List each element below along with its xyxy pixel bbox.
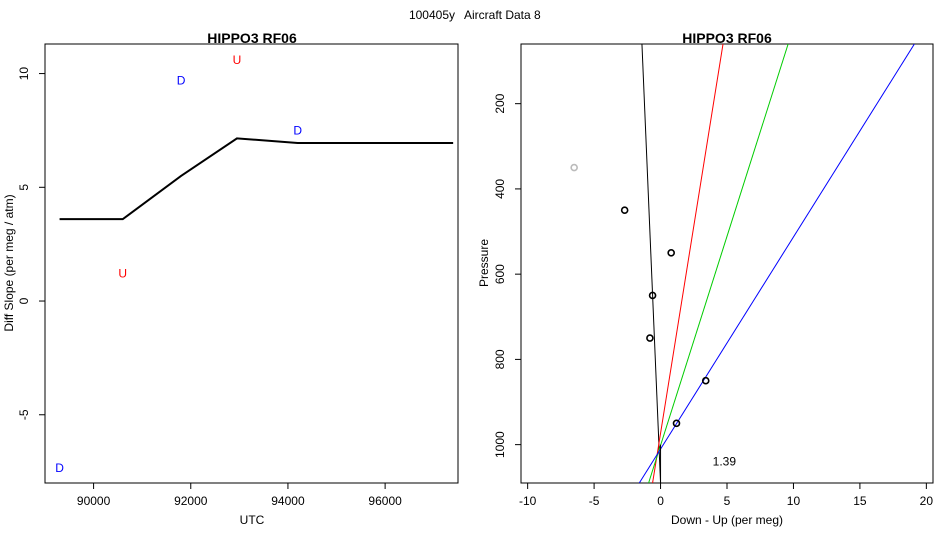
figure-title: 100405y Aircraft Data 8 <box>409 8 541 22</box>
left-y-tick-label: 10 <box>17 67 31 81</box>
right-y-tick-label: 400 <box>493 179 507 199</box>
left-y-tick-label: -5 <box>17 409 31 420</box>
right-fit-line <box>638 44 915 483</box>
right-chart: HIPPO3 RF06 Down - Up (per meg) Pressure… <box>477 30 934 527</box>
right-fit-line <box>648 44 789 483</box>
right-y-tick-label: 200 <box>493 93 507 113</box>
left-x-tick-label: 90000 <box>77 494 111 508</box>
figure-title-code: 100405y <box>409 8 455 22</box>
right-annotation: 1.39 <box>713 455 737 469</box>
right-chart-marks <box>570 44 915 483</box>
left-y-tick-label: 0 <box>17 297 31 304</box>
left-chart-title: HIPPO3 RF06 <box>207 30 297 46</box>
figure-title-text: Aircraft Data 8 <box>464 8 541 22</box>
right-data-point <box>620 206 629 215</box>
left-x-tick-label: 96000 <box>368 494 402 508</box>
right-y-tick-label: 800 <box>493 349 507 369</box>
left-y-axis-label: Diff Slope (per meg / atm) <box>2 194 16 331</box>
left-marker-label: D <box>293 123 302 137</box>
left-y-axis: -5 0 5 10 <box>17 67 45 420</box>
right-x-tick-label: -5 <box>589 494 600 508</box>
left-x-tick-label: 94000 <box>271 494 305 508</box>
right-plot-frame <box>520 43 934 484</box>
left-plot-frame <box>44 43 459 484</box>
right-x-tick-label: 10 <box>787 494 801 508</box>
right-y-tick-label: 600 <box>493 264 507 284</box>
left-marker-label: U <box>118 267 127 281</box>
right-x-tick-label: 5 <box>724 494 731 508</box>
left-chart: HIPPO3 RF06 UTC Diff Slope (per meg / at… <box>2 30 459 527</box>
right-data-point <box>667 249 675 257</box>
right-x-axis-label: Down - Up (per meg) <box>671 513 783 527</box>
right-fit-line <box>641 44 662 483</box>
right-x-tick-label: -10 <box>519 494 537 508</box>
left-chart-marks: U D D U D <box>55 53 454 475</box>
left-marker-label: D <box>55 461 64 475</box>
right-data-point <box>701 376 710 385</box>
left-series-line <box>59 137 454 221</box>
right-data-point <box>646 334 654 342</box>
left-marker-label: D <box>177 73 186 87</box>
right-x-tick-label: 0 <box>657 494 664 508</box>
right-data-point <box>672 419 681 428</box>
right-y-axis-label: Pressure <box>477 239 491 287</box>
right-data-point <box>648 291 657 300</box>
right-fit-lines <box>638 44 915 483</box>
right-fit-line <box>652 44 724 483</box>
right-y-axis: 200 400 600 800 1000 <box>493 93 521 458</box>
right-y-tick-label: 1000 <box>493 431 507 458</box>
left-x-axis: 90000 92000 94000 96000 <box>77 483 402 508</box>
right-chart-title: HIPPO3 RF06 <box>682 30 772 46</box>
right-x-axis: -10 -5 0 5 10 15 20 <box>519 483 933 508</box>
left-x-axis-label: UTC <box>240 513 265 527</box>
left-x-tick-label: 92000 <box>174 494 208 508</box>
right-x-tick-label: 15 <box>853 494 867 508</box>
right-x-tick-label: 20 <box>920 494 934 508</box>
right-data-point <box>570 163 578 172</box>
left-marker-label: U <box>233 53 242 67</box>
left-y-tick-label: 5 <box>17 184 31 191</box>
